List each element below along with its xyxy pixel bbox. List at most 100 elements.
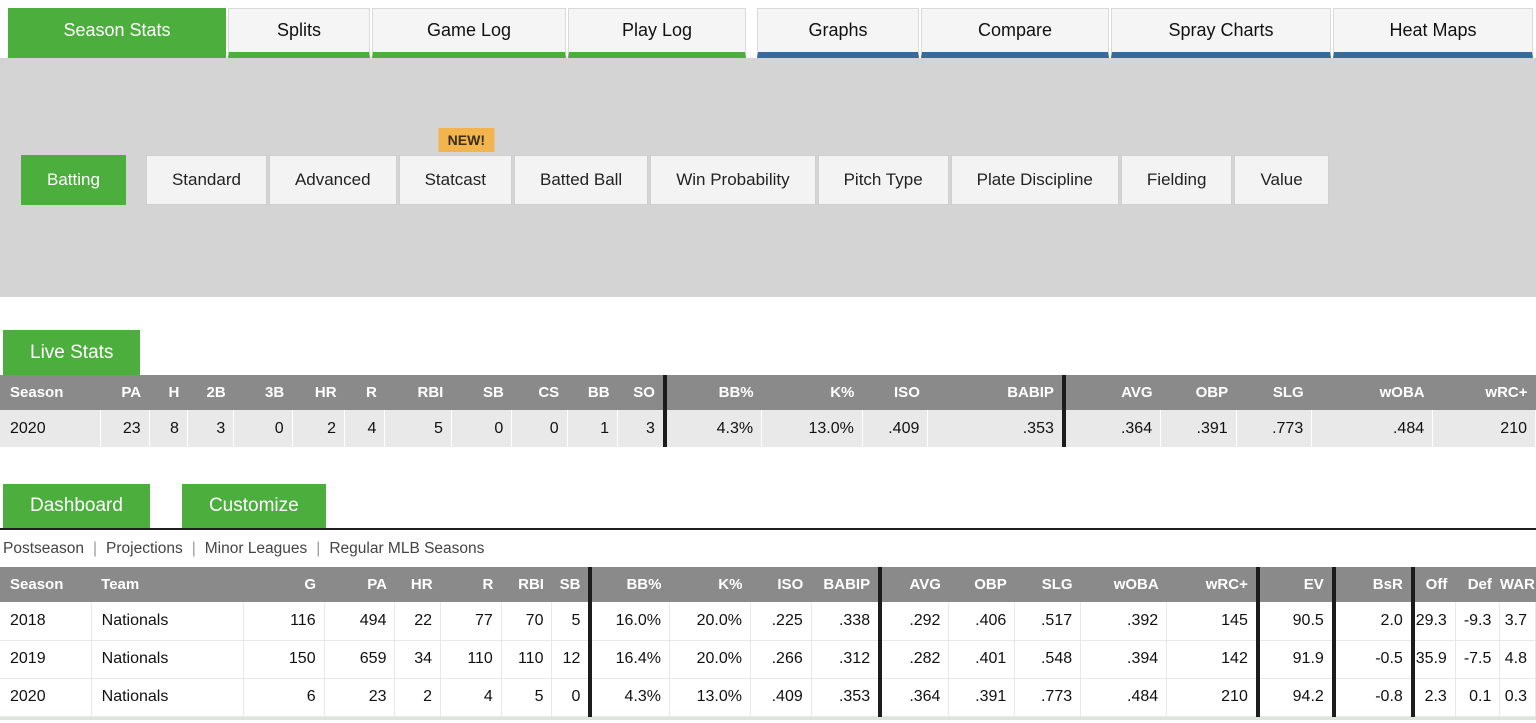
stat-tab-batting[interactable]: Batting bbox=[21, 155, 126, 205]
col-header-avg[interactable]: AVG bbox=[878, 567, 949, 602]
col-header-r[interactable]: R bbox=[440, 567, 502, 602]
cell-off: 2.3 bbox=[1410, 678, 1456, 717]
stat-tab-value[interactable]: Value bbox=[1234, 155, 1329, 205]
table-header-row: Season PA H 2B 3B HR R RBI SB CS BB SO BB% K% ISO BABIP… bbox=[0, 375, 1536, 410]
col-header-pa[interactable]: PA bbox=[100, 375, 150, 410]
stat-tab-win-probability[interactable]: Win Probability bbox=[650, 155, 816, 205]
cell-woba: .392 bbox=[1080, 602, 1168, 641]
cell-sb: 0 bbox=[551, 678, 591, 717]
col-header-g[interactable]: G bbox=[243, 567, 325, 602]
tab-compare[interactable]: Compare bbox=[921, 8, 1109, 58]
tab-spray-charts[interactable]: Spray Charts bbox=[1111, 8, 1331, 58]
col-header-bb[interactable]: BB% bbox=[588, 567, 670, 602]
col-header-avg[interactable]: AVG bbox=[1061, 375, 1161, 410]
col-header-team[interactable]: Team bbox=[91, 567, 244, 602]
col-header-wrc[interactable]: wRC+ bbox=[1432, 375, 1536, 410]
col-header-k[interactable]: K% bbox=[761, 375, 863, 410]
col-header-babip[interactable]: BABIP bbox=[811, 567, 881, 602]
stat-tab-advanced[interactable]: Advanced bbox=[268, 155, 397, 205]
col-header-cs[interactable]: CS bbox=[511, 375, 568, 410]
col-header-k[interactable]: K% bbox=[669, 567, 751, 602]
cell-babip: .338 bbox=[811, 602, 881, 641]
col-header-sb[interactable]: SB bbox=[551, 567, 591, 602]
filter-separator: | bbox=[191, 540, 196, 557]
col-header-obp[interactable]: OBP bbox=[1160, 375, 1237, 410]
cell-woba: .484 bbox=[1080, 678, 1168, 717]
cell-bsr: -0.8 bbox=[1331, 678, 1414, 717]
cell-wrc: 210 bbox=[1432, 410, 1536, 447]
col-header-bsr[interactable]: BsR bbox=[1331, 567, 1413, 602]
filter-link-postseason[interactable]: Postseason bbox=[3, 540, 84, 557]
stat-tab-standard[interactable]: Standard bbox=[145, 155, 267, 205]
stat-tab-plate-discipline[interactable]: Plate Discipline bbox=[950, 155, 1119, 205]
tab-play-log[interactable]: Play Log bbox=[568, 8, 746, 58]
col-header-sb[interactable]: SB bbox=[451, 375, 512, 410]
col-header-rbi[interactable]: RBI bbox=[384, 375, 452, 410]
col-header-season[interactable]: Season bbox=[0, 567, 92, 602]
col-header-def[interactable]: Def bbox=[1455, 567, 1500, 602]
cell-war: 4.8 bbox=[1499, 640, 1536, 679]
col-header-iso[interactable]: ISO bbox=[862, 375, 928, 410]
tab-heat-maps[interactable]: Heat Maps bbox=[1333, 8, 1533, 58]
live-stats-tab[interactable]: Live Stats bbox=[3, 330, 141, 375]
cell-pa: 23 bbox=[324, 678, 396, 717]
col-header-slg[interactable]: SLG bbox=[1236, 375, 1312, 410]
cell-rbi: 5 bbox=[501, 678, 553, 717]
stat-tab-fielding[interactable]: Fielding bbox=[1120, 155, 1233, 205]
filter-link-regular-mlb-seasons[interactable]: Regular MLB Seasons bbox=[329, 540, 485, 557]
col-header-hr[interactable]: HR bbox=[292, 375, 345, 410]
tab-splits[interactable]: Splits bbox=[228, 8, 370, 58]
live-stats-table: Season PA H 2B 3B HR R RBI SB CS BB SO BB% K% ISO BABIP… bbox=[0, 375, 1536, 447]
customize-tab[interactable]: Customize bbox=[181, 484, 326, 528]
col-header-2b[interactable]: 2B bbox=[187, 375, 234, 410]
col-header-obp[interactable]: OBP bbox=[948, 567, 1015, 602]
col-header-r[interactable]: R bbox=[344, 375, 385, 410]
cell-k: 20.0% bbox=[669, 640, 751, 679]
col-header-bb[interactable]: BB% bbox=[662, 375, 762, 410]
col-header-ev[interactable]: EV bbox=[1255, 567, 1334, 602]
col-header-war[interactable]: WAR bbox=[1499, 567, 1536, 602]
col-header-bb[interactable]: BB bbox=[567, 375, 618, 410]
filter-link-minor-leagues[interactable]: Minor Leagues bbox=[204, 540, 308, 557]
col-header-slg[interactable]: SLG bbox=[1014, 567, 1081, 602]
cell-r: 77 bbox=[440, 602, 502, 641]
cell-hr: 22 bbox=[394, 602, 442, 641]
cell-obp: .406 bbox=[948, 602, 1016, 641]
cell-hr: 34 bbox=[394, 640, 442, 679]
tab-game-log[interactable]: Game Log bbox=[372, 8, 566, 58]
cell-3b: 0 bbox=[233, 410, 293, 447]
cell-iso: .409 bbox=[750, 678, 812, 717]
cell-r: 4 bbox=[440, 678, 502, 717]
col-header-3b[interactable]: 3B bbox=[233, 375, 293, 410]
cell-ev: 91.9 bbox=[1255, 640, 1335, 679]
new-badge: NEW! bbox=[438, 128, 494, 152]
filter-link-projections[interactable]: Projections bbox=[106, 540, 183, 557]
tab-graphs[interactable]: Graphs bbox=[757, 8, 919, 58]
col-header-wrc[interactable]: wRC+ bbox=[1166, 567, 1258, 602]
col-header-woba[interactable]: wOBA bbox=[1080, 567, 1167, 602]
col-header-rbi[interactable]: RBI bbox=[501, 567, 552, 602]
cell-2b: 3 bbox=[187, 410, 235, 447]
cell-iso: .409 bbox=[862, 410, 929, 447]
col-header-hr[interactable]: HR bbox=[394, 567, 441, 602]
cell-bb: 4.3% bbox=[662, 410, 763, 447]
col-header-woba[interactable]: wOBA bbox=[1311, 375, 1433, 410]
cell-def: 0.1 bbox=[1455, 678, 1501, 717]
col-header-season[interactable]: Season bbox=[0, 375, 101, 410]
cell-slg: .517 bbox=[1014, 602, 1082, 641]
dashboard-tab[interactable]: Dashboard bbox=[3, 484, 150, 528]
cell-cs: 0 bbox=[511, 410, 568, 447]
col-header-pa[interactable]: PA bbox=[324, 567, 395, 602]
col-header-so[interactable]: SO bbox=[617, 375, 665, 410]
stat-tab-statcast[interactable]: Statcast NEW! bbox=[398, 128, 512, 205]
col-header-h[interactable]: H bbox=[149, 375, 188, 410]
col-header-babip[interactable]: BABIP bbox=[927, 375, 1064, 410]
cell-pa: 494 bbox=[324, 602, 396, 641]
table-row: 2018 Nationals 116 494 22 77 70 5 16.0% 20.0% .225… bbox=[0, 602, 1536, 641]
stat-tab-pitch-type[interactable]: Pitch Type bbox=[817, 155, 949, 205]
cell-avg: .364 bbox=[1061, 410, 1162, 447]
tab-season-stats[interactable]: Season Stats bbox=[8, 8, 226, 58]
col-header-iso[interactable]: ISO bbox=[750, 567, 812, 602]
col-header-off[interactable]: Off bbox=[1410, 567, 1456, 602]
stat-tab-batted-ball[interactable]: Batted Ball bbox=[513, 155, 649, 205]
